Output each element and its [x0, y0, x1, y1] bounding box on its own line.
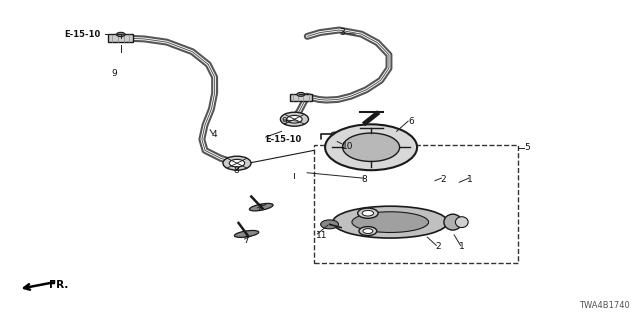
- Circle shape: [331, 132, 338, 136]
- Ellipse shape: [456, 217, 468, 228]
- Bar: [314, 145, 518, 263]
- Circle shape: [223, 156, 251, 170]
- FancyBboxPatch shape: [290, 94, 312, 101]
- Circle shape: [116, 32, 125, 36]
- Circle shape: [321, 220, 339, 229]
- Ellipse shape: [234, 230, 259, 237]
- Text: 4: 4: [211, 130, 217, 139]
- Circle shape: [280, 112, 308, 126]
- Text: 6: 6: [408, 116, 414, 126]
- Ellipse shape: [333, 206, 448, 238]
- Text: 3: 3: [339, 28, 345, 37]
- Circle shape: [297, 92, 305, 96]
- Text: E-15-10: E-15-10: [65, 30, 101, 39]
- Text: FR.: FR.: [49, 280, 68, 290]
- FancyBboxPatch shape: [109, 35, 133, 42]
- Text: 11: 11: [316, 231, 328, 240]
- Text: 7: 7: [243, 236, 249, 245]
- Circle shape: [287, 116, 302, 123]
- Text: 7: 7: [256, 204, 262, 213]
- Text: 10: 10: [342, 142, 354, 151]
- Text: 8: 8: [362, 175, 367, 184]
- Text: 1: 1: [460, 242, 465, 251]
- Circle shape: [362, 211, 374, 216]
- Text: E-15-10: E-15-10: [266, 135, 302, 144]
- Ellipse shape: [250, 204, 273, 211]
- Text: 9: 9: [282, 117, 287, 126]
- Circle shape: [229, 159, 244, 167]
- Text: 9: 9: [111, 69, 117, 78]
- Circle shape: [359, 227, 377, 236]
- Text: TWA4B1740: TWA4B1740: [579, 301, 630, 310]
- Ellipse shape: [444, 214, 462, 230]
- Text: 5: 5: [524, 143, 530, 152]
- Ellipse shape: [352, 212, 429, 233]
- Text: 2: 2: [435, 242, 440, 251]
- Text: 1: 1: [467, 175, 472, 184]
- Circle shape: [363, 228, 373, 234]
- Circle shape: [325, 124, 417, 170]
- Circle shape: [342, 133, 399, 162]
- Text: 2: 2: [440, 175, 445, 184]
- Circle shape: [358, 208, 378, 218]
- Text: 8: 8: [234, 166, 239, 175]
